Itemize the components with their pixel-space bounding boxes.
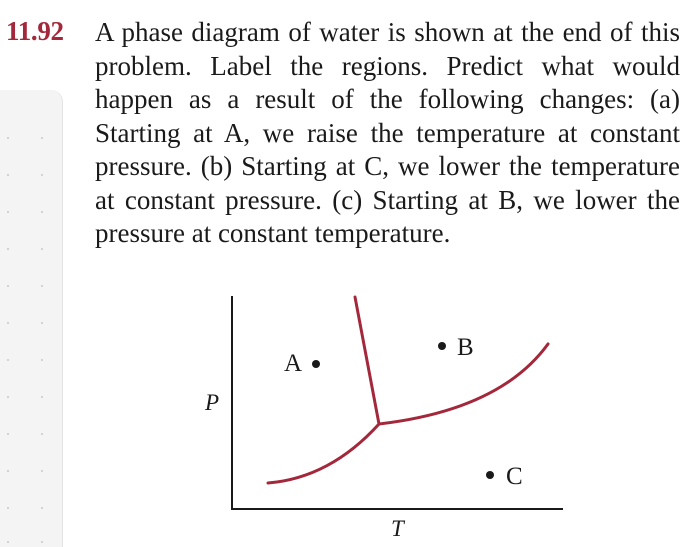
point-a-label: A (284, 350, 302, 377)
point-c-label: C (506, 463, 523, 490)
sublimation-curve (266, 422, 381, 485)
y-axis-label: P (204, 390, 219, 415)
point-b-label: B (457, 334, 474, 361)
margin-strip (0, 90, 63, 547)
vaporization-curve (377, 342, 550, 426)
point-a-marker (312, 360, 320, 368)
phase-boundaries (266, 295, 550, 485)
point-b-marker (438, 342, 446, 350)
problem-statement: A phase diagram of water is shown at the… (95, 17, 680, 248)
margin-dots (7, 137, 43, 543)
fusion-curve (353, 295, 381, 426)
problem-number: 11.92 (6, 16, 64, 46)
point-c-marker (486, 471, 494, 479)
x-axis-label: T (391, 516, 406, 541)
